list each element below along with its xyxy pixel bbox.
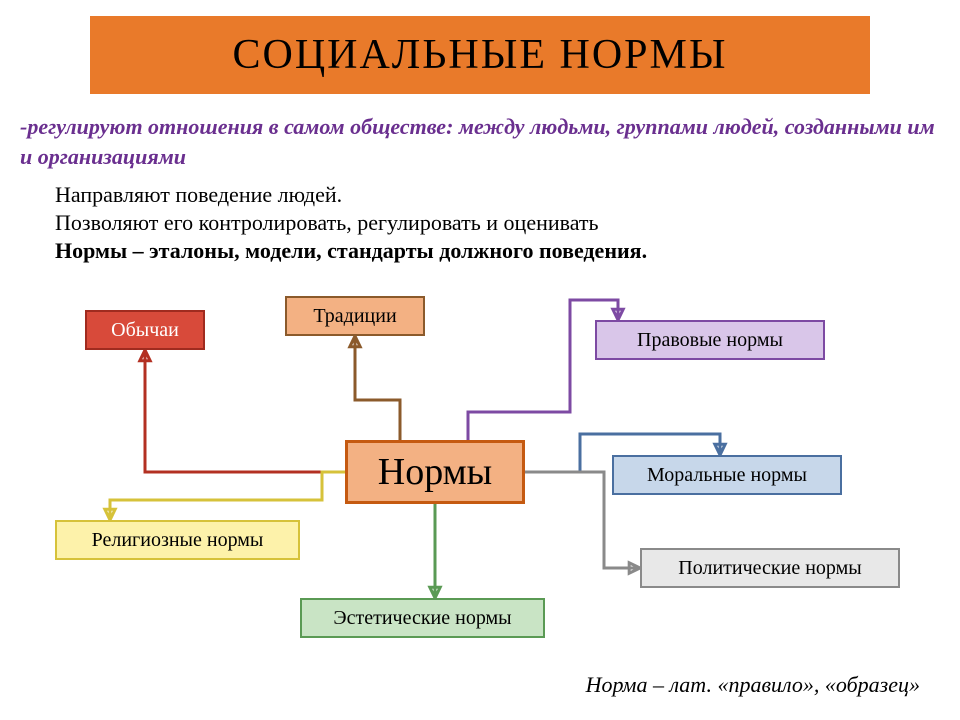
arrowhead-political <box>629 563 640 573</box>
node-religious: Религиозные нормы <box>55 520 300 560</box>
node-religious-label: Религиозные нормы <box>92 529 264 552</box>
node-political-label: Политические нормы <box>678 557 861 580</box>
body-line-1: Направляют поведение людей. <box>55 180 935 210</box>
page-title: СОЦИАЛЬНЫЕ НОРМЫ <box>90 16 870 94</box>
node-political: Политические нормы <box>640 548 900 588</box>
footnote: Норма – лат. «правило», «образец» <box>586 670 920 700</box>
arrowhead-moral <box>715 444 725 455</box>
arrowhead-legal <box>613 309 623 320</box>
center-label: Нормы <box>378 450 492 494</box>
node-customs-label: Обычаи <box>111 319 179 342</box>
node-aesthetic: Эстетические нормы <box>300 598 545 638</box>
title-text: СОЦИАЛЬНЫЕ НОРМЫ <box>232 31 727 79</box>
standards-line: Нормы – эталоны, модели, стандарты должн… <box>55 236 935 266</box>
node-legal: Правовые нормы <box>595 320 825 360</box>
node-moral-label: Моральные нормы <box>647 464 807 487</box>
body-line-2: Позволяют его контролировать, регулирова… <box>55 208 935 238</box>
connector-customs <box>145 350 370 472</box>
connector-religious <box>110 472 345 520</box>
arrowhead-traditions <box>350 336 360 347</box>
arrowhead-aesthetic <box>430 587 440 598</box>
node-legal-label: Правовые нормы <box>637 329 783 352</box>
node-aesthetic-label: Эстетические нормы <box>333 607 511 630</box>
node-customs: Обычаи <box>85 310 205 350</box>
intro-text: -регулируют отношения в самом обществе: … <box>20 112 940 171</box>
center-node: Нормы <box>345 440 525 504</box>
node-moral: Моральные нормы <box>612 455 842 495</box>
node-traditions: Традиции <box>285 296 425 336</box>
node-traditions-label: Традиции <box>313 305 396 328</box>
arrowhead-customs <box>140 350 150 361</box>
arrowhead-religious <box>105 509 115 520</box>
connector-traditions <box>355 336 400 440</box>
